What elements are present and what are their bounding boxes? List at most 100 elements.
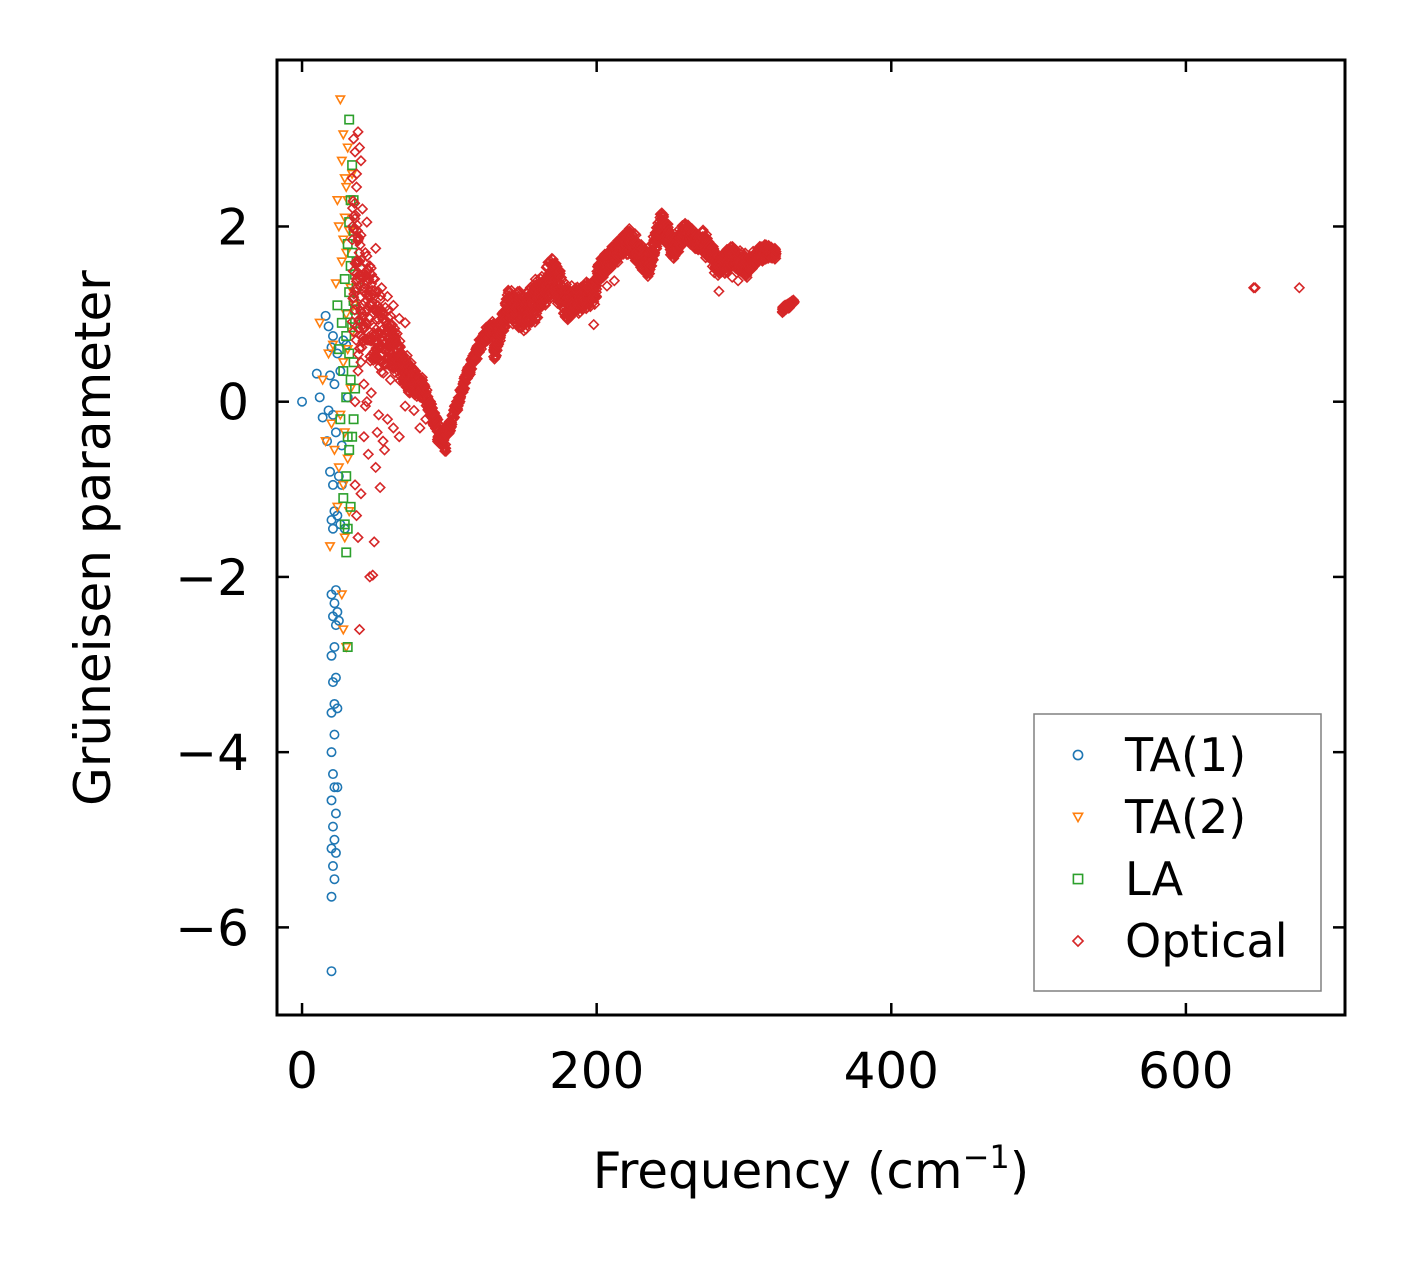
data-point [347,160,358,171]
optical-point [492,338,505,350]
x-tick-label: 600 [1138,1042,1233,1100]
optical-point [590,283,603,295]
data-point [327,861,338,872]
optical-point [372,285,384,298]
data-point [331,196,343,207]
data-point [368,536,380,548]
legend: TA(1) TA(2) LA Optical [1033,713,1322,992]
data-point [324,542,336,553]
data-point [349,395,361,408]
data-point [336,317,347,328]
optical-point [352,348,365,361]
data-point [339,174,351,185]
data-point [334,95,346,106]
data-point [362,448,375,461]
data-point [713,285,725,298]
data-point [325,419,338,430]
optical-point [531,311,544,324]
data-point [393,430,406,443]
data-point [353,141,366,154]
data-point [375,282,388,294]
x-axis-label: Frequency (cm−1) [593,1138,1030,1200]
y-axis-label: Grüneisen parameter [64,270,122,806]
data-point [369,242,382,255]
data-point [350,509,363,522]
data-point [348,414,359,425]
data-point [347,133,360,145]
data-point [326,966,337,977]
data-point [346,169,358,180]
data-point [344,114,355,125]
data-point [367,347,379,360]
data-point [332,703,343,714]
data-point [350,181,363,193]
data-point [355,229,367,241]
data-point [329,729,340,740]
data-point [341,392,352,403]
data-point [344,444,355,455]
y-tick-label: −6 [175,899,249,957]
optical-point [357,318,370,331]
data-point [359,247,372,259]
optical-point [348,223,361,235]
data-point [342,523,353,534]
optical-point [584,300,597,313]
data-point [317,375,329,386]
x-tick-label: 400 [844,1042,939,1100]
optical-point [741,271,753,284]
data-point [347,325,360,338]
data-point [340,182,352,193]
data-point [330,808,341,819]
data-point [355,487,367,500]
data-point [329,782,340,793]
data-point [364,260,376,272]
optical-point [499,313,511,326]
data-point [331,502,343,513]
data-point [320,310,331,321]
legend-label: Optical [1125,914,1287,968]
data-point [339,274,350,285]
data-point [358,378,370,390]
data-point [374,481,386,494]
data-point [314,318,326,329]
optical-point [372,313,385,326]
data-point [369,461,382,474]
y-tick-label: −4 [175,724,249,782]
data-point [327,769,338,780]
data-point [328,445,341,456]
legend-label: TA(2) [1124,790,1246,844]
data-point [297,396,308,407]
data-point [414,422,426,434]
data-point [329,379,340,390]
data-point [1293,282,1306,294]
legend-marker [1072,873,1084,885]
data-point [342,454,354,465]
data-points [297,95,1306,977]
data-point [393,312,406,325]
data-point [348,357,359,368]
data-point [367,569,379,581]
data-point [329,874,340,885]
optical-point [351,219,363,231]
data-point [353,623,366,636]
series-optical [346,126,1306,636]
data-point [352,365,364,377]
data-point [330,427,341,438]
data-point [333,222,345,233]
optical-point [356,341,368,354]
data-point [350,168,363,180]
data-point [337,130,349,141]
data-point [330,585,341,596]
data-point [330,279,342,290]
data-point [336,590,348,601]
x-tick-label: 0 [286,1042,318,1100]
data-point [326,891,337,902]
data-point [1247,282,1260,294]
data-point [352,531,364,544]
data-point [335,414,346,425]
data-point [325,466,336,477]
optical-point [494,334,507,347]
y-tick-label: 2 [217,198,249,256]
data-point [732,275,744,287]
